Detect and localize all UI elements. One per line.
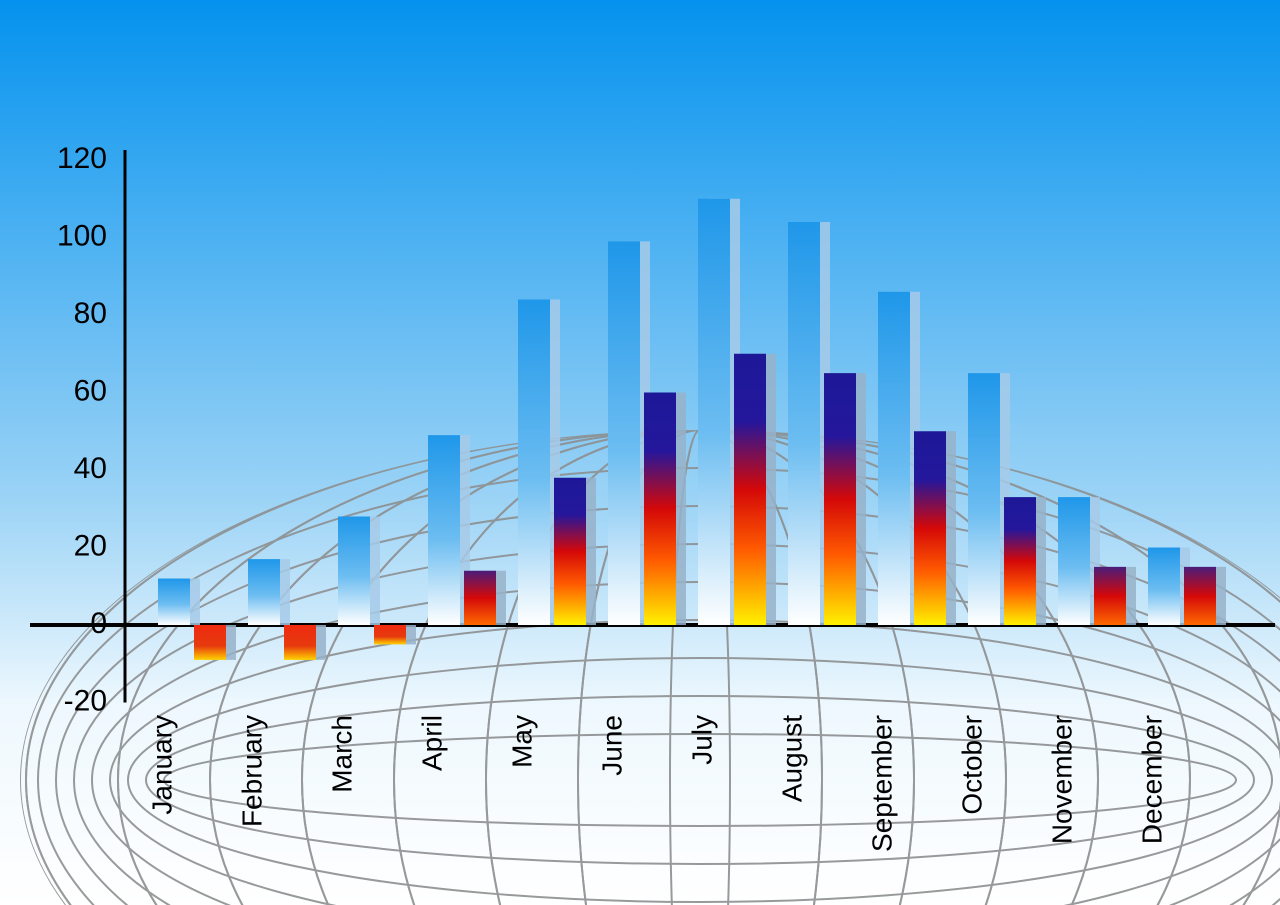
y-tick-label: 0	[90, 607, 107, 640]
y-tick-label: 80	[74, 297, 107, 330]
bar-primary	[428, 435, 460, 625]
x-category-label: December	[1136, 715, 1167, 844]
bar-secondary	[644, 393, 676, 626]
bar-secondary	[284, 625, 316, 660]
bar-primary	[1058, 497, 1090, 625]
bar-secondary	[194, 625, 226, 660]
y-tick-label: 120	[57, 142, 107, 175]
bar-secondary	[1094, 567, 1126, 625]
monthly-bar-chart: -20 0 20 40 60 80 100 120 January February March A…	[0, 0, 1280, 905]
y-tick-label: 20	[74, 529, 107, 562]
x-category-label: July	[686, 715, 717, 765]
x-category-label: May	[506, 715, 537, 768]
bar-primary	[698, 199, 730, 625]
bar-primary	[1148, 548, 1180, 626]
x-category-label: April	[416, 715, 447, 771]
bar-secondary	[1184, 567, 1216, 625]
bar-primary	[788, 222, 820, 625]
bar-primary	[248, 559, 280, 625]
bar-secondary	[1004, 497, 1036, 625]
y-tick-label: 100	[57, 219, 107, 252]
y-tick-label: 60	[74, 374, 107, 407]
x-category-label: November	[1046, 715, 1077, 844]
bar-primary	[878, 292, 910, 625]
x-category-label: August	[776, 715, 807, 802]
bar-primary	[968, 373, 1000, 625]
x-category-label: June	[596, 715, 627, 776]
y-tick-label: -20	[64, 684, 107, 717]
y-tick-label: 40	[74, 452, 107, 485]
bar-secondary	[734, 354, 766, 625]
bar-secondary	[374, 625, 406, 644]
bar-primary	[518, 300, 550, 626]
x-category-label: October	[956, 715, 987, 815]
x-category-label: January	[146, 715, 177, 815]
chart-container: { "chart": { "type": "bar-grouped-3d", "…	[0, 0, 1280, 905]
bar-secondary	[914, 431, 946, 625]
bar-secondary	[824, 373, 856, 625]
bar-primary	[338, 517, 370, 626]
x-category-label: February	[236, 715, 267, 827]
x-category-label: September	[866, 715, 897, 852]
x-category-label: March	[326, 715, 357, 793]
bar-primary	[608, 241, 640, 625]
bar-primary	[158, 579, 190, 626]
bar-secondary	[464, 571, 496, 625]
bar-secondary	[554, 478, 586, 625]
